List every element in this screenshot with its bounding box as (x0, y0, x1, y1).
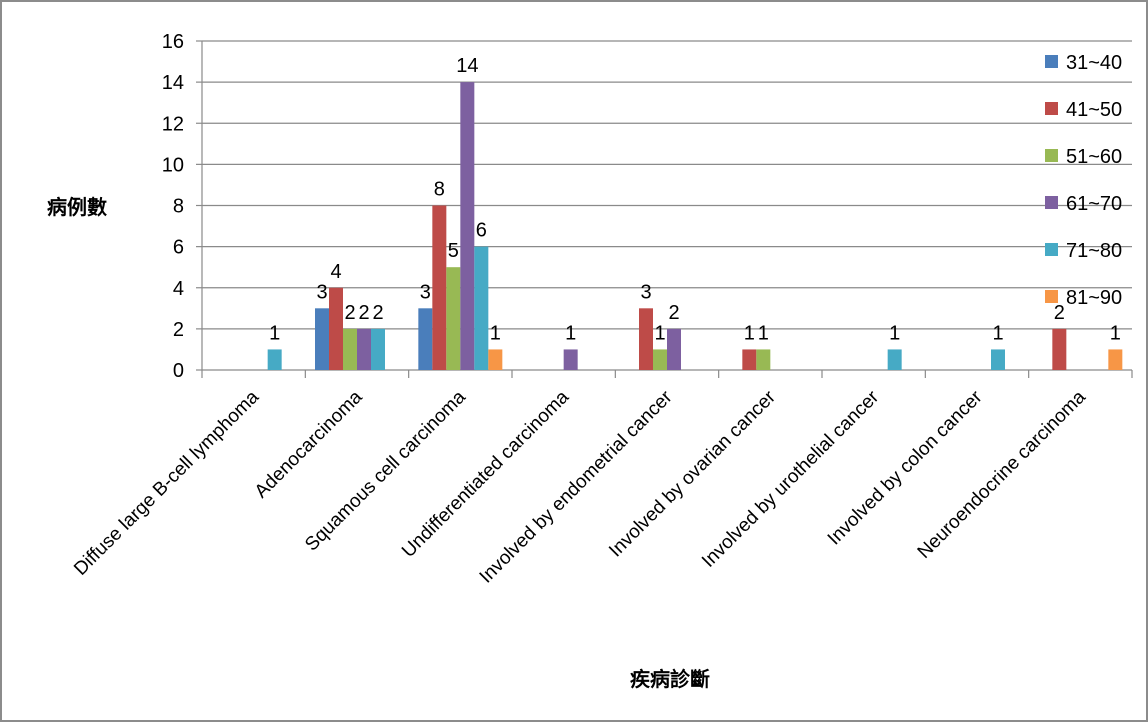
y-tick-label: 14 (162, 72, 184, 94)
legend-label: 51~60 (1066, 146, 1122, 168)
data-label: 2 (358, 302, 369, 324)
legend-swatch (1045, 290, 1058, 303)
bar (371, 328, 385, 370)
legend-swatch (1045, 196, 1058, 209)
category-label: Adenocarcinoma (251, 386, 367, 502)
data-label: 1 (565, 322, 576, 344)
data-label: 1 (654, 322, 665, 344)
data-label: 1 (744, 322, 755, 344)
data-label: 2 (1054, 302, 1065, 324)
data-label: 3 (316, 281, 327, 303)
category-labels: Diffuse large B-cell lymphomaAdenocarcin… (70, 386, 1090, 587)
bar (329, 287, 343, 370)
legend-label: 41~50 (1066, 99, 1122, 121)
y-tick-label: 2 (173, 319, 184, 341)
bars (267, 82, 1123, 370)
data-label: 2 (372, 302, 383, 324)
data-label: 1 (889, 322, 900, 344)
data-label: 2 (668, 302, 679, 324)
bar (446, 267, 461, 370)
data-label: 2 (344, 302, 355, 324)
bar (742, 349, 757, 370)
legend-swatch (1045, 102, 1058, 115)
y-tick-label: 0 (173, 360, 184, 382)
bar (756, 349, 771, 370)
data-label: 1 (992, 322, 1003, 344)
legend-label: 31~40 (1066, 52, 1122, 74)
data-label: 3 (640, 281, 651, 303)
data-label: 5 (448, 240, 459, 262)
category-label: Involved by endometrial cancer (476, 386, 677, 587)
data-label: 8 (434, 179, 445, 201)
data-label: 1 (490, 322, 501, 344)
y-tick-label: 8 (173, 196, 184, 218)
bar (563, 349, 578, 370)
data-label: 1 (758, 322, 769, 344)
bar (667, 328, 681, 370)
bar (315, 308, 329, 370)
bar (418, 308, 433, 370)
y-tick-label: 4 (173, 278, 184, 300)
bar (887, 349, 902, 370)
data-label: 6 (476, 220, 487, 242)
x-axis (201, 41, 1133, 378)
y-tick-label: 6 (173, 237, 184, 259)
bar (653, 349, 667, 370)
bar (432, 205, 447, 370)
bar (488, 349, 503, 370)
category-label: Involved by urothelial cancer (698, 386, 884, 572)
y-tick-label: 16 (162, 31, 184, 53)
y-tick-label: 10 (162, 154, 184, 176)
bar (1052, 328, 1067, 370)
data-label: 1 (269, 322, 280, 344)
legend-swatch (1045, 55, 1058, 68)
legend-label: 61~70 (1066, 193, 1122, 215)
y-tick-labels: 0 2 4 6 8 10 12 14 16 (162, 31, 184, 382)
bar (1108, 349, 1123, 370)
y-axis-title: 病例數 (47, 195, 107, 219)
bar (267, 349, 282, 370)
data-label: 14 (456, 55, 478, 77)
bar (991, 349, 1005, 370)
bar (357, 328, 371, 370)
category-label: Diffuse large B-cell lymphoma (70, 386, 263, 579)
y-tick-label: 12 (162, 113, 184, 135)
legend: 31~40 41~50 51~60 61~70 71~80 81~90 (1045, 52, 1122, 309)
legend-label: 81~90 (1066, 287, 1122, 309)
category-label: Neuroendocrine carcinoma (914, 386, 1090, 562)
bar (460, 82, 475, 370)
bar (343, 328, 357, 370)
bar (639, 308, 653, 370)
legend-swatch (1045, 243, 1058, 256)
legend-swatch (1045, 149, 1058, 162)
category-label: Involved by ovarian cancer (605, 386, 780, 561)
data-label: 1 (1110, 322, 1121, 344)
x-axis-title: 疾病診斷 (630, 667, 710, 691)
category-label: Undifferentiated carcinoma (398, 386, 573, 561)
bar (474, 246, 489, 370)
data-label: 4 (330, 261, 341, 283)
data-label: 3 (420, 281, 431, 303)
legend-label: 71~80 (1066, 240, 1122, 262)
